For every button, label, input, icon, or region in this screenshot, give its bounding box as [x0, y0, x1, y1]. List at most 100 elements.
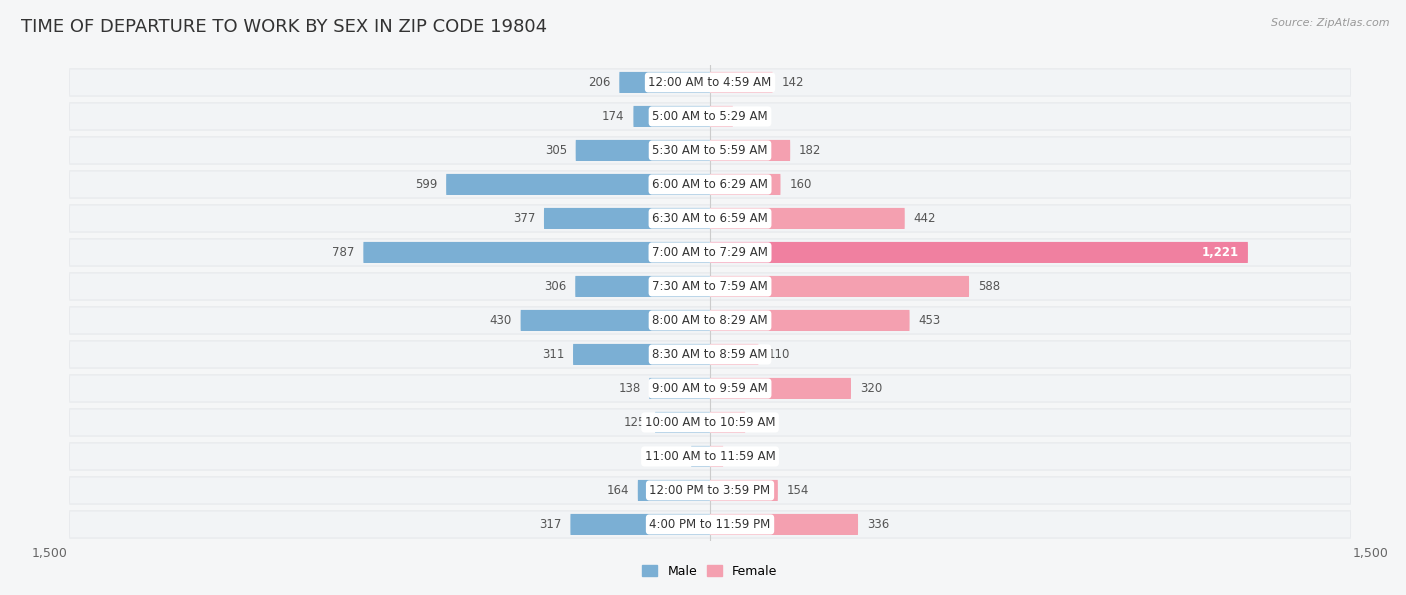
FancyBboxPatch shape	[69, 340, 1351, 369]
FancyBboxPatch shape	[638, 480, 710, 501]
FancyBboxPatch shape	[710, 242, 1249, 263]
Text: 4:00 PM to 11:59 PM: 4:00 PM to 11:59 PM	[650, 518, 770, 531]
Text: 154: 154	[787, 484, 808, 497]
FancyBboxPatch shape	[710, 208, 904, 229]
Text: 5:30 AM to 5:59 AM: 5:30 AM to 5:59 AM	[652, 144, 768, 157]
Legend: Male, Female: Male, Female	[637, 560, 783, 583]
Text: TIME OF DEPARTURE TO WORK BY SEX IN ZIP CODE 19804: TIME OF DEPARTURE TO WORK BY SEX IN ZIP …	[21, 18, 547, 36]
FancyBboxPatch shape	[692, 446, 710, 467]
FancyBboxPatch shape	[69, 306, 1351, 335]
Text: 311: 311	[541, 348, 564, 361]
Text: 7:30 AM to 7:59 AM: 7:30 AM to 7:59 AM	[652, 280, 768, 293]
Text: 10:00 AM to 10:59 AM: 10:00 AM to 10:59 AM	[645, 416, 775, 429]
FancyBboxPatch shape	[544, 208, 710, 229]
FancyBboxPatch shape	[574, 344, 710, 365]
Text: 110: 110	[768, 348, 790, 361]
Text: 442: 442	[914, 212, 936, 225]
Text: 317: 317	[538, 518, 561, 531]
Text: 320: 320	[860, 382, 882, 395]
FancyBboxPatch shape	[70, 70, 1350, 95]
FancyBboxPatch shape	[710, 174, 780, 195]
Text: 52: 52	[742, 110, 756, 123]
FancyBboxPatch shape	[70, 375, 1350, 402]
FancyBboxPatch shape	[575, 276, 710, 297]
Text: 11:00 AM to 11:59 AM: 11:00 AM to 11:59 AM	[645, 450, 775, 463]
Text: 787: 787	[332, 246, 354, 259]
Text: 138: 138	[619, 382, 640, 395]
Text: 12:00 PM to 3:59 PM: 12:00 PM to 3:59 PM	[650, 484, 770, 497]
FancyBboxPatch shape	[633, 106, 710, 127]
FancyBboxPatch shape	[655, 412, 710, 433]
FancyBboxPatch shape	[710, 514, 858, 535]
FancyBboxPatch shape	[710, 344, 758, 365]
Text: 164: 164	[606, 484, 628, 497]
FancyBboxPatch shape	[650, 378, 710, 399]
Text: 588: 588	[979, 280, 1000, 293]
FancyBboxPatch shape	[70, 205, 1350, 231]
FancyBboxPatch shape	[70, 308, 1350, 333]
Text: 12:00 AM to 4:59 AM: 12:00 AM to 4:59 AM	[648, 76, 772, 89]
FancyBboxPatch shape	[69, 510, 1351, 538]
Text: Source: ZipAtlas.com: Source: ZipAtlas.com	[1271, 18, 1389, 28]
FancyBboxPatch shape	[69, 102, 1351, 131]
FancyBboxPatch shape	[69, 272, 1351, 300]
FancyBboxPatch shape	[69, 204, 1351, 233]
FancyBboxPatch shape	[69, 374, 1351, 403]
FancyBboxPatch shape	[710, 310, 910, 331]
Text: 80: 80	[754, 416, 769, 429]
Text: 430: 430	[489, 314, 512, 327]
FancyBboxPatch shape	[710, 276, 969, 297]
FancyBboxPatch shape	[619, 72, 710, 93]
FancyBboxPatch shape	[70, 240, 1350, 265]
Text: 182: 182	[799, 144, 821, 157]
FancyBboxPatch shape	[69, 238, 1351, 267]
FancyBboxPatch shape	[710, 140, 790, 161]
Text: 7:00 AM to 7:29 AM: 7:00 AM to 7:29 AM	[652, 246, 768, 259]
Text: 30: 30	[733, 450, 747, 463]
Text: 1,221: 1,221	[1202, 246, 1239, 259]
FancyBboxPatch shape	[575, 140, 710, 161]
FancyBboxPatch shape	[70, 137, 1350, 164]
FancyBboxPatch shape	[70, 512, 1350, 537]
Text: 306: 306	[544, 280, 567, 293]
Text: 9:00 AM to 9:59 AM: 9:00 AM to 9:59 AM	[652, 382, 768, 395]
FancyBboxPatch shape	[710, 480, 778, 501]
FancyBboxPatch shape	[710, 378, 851, 399]
FancyBboxPatch shape	[70, 274, 1350, 299]
Text: 125: 125	[624, 416, 647, 429]
FancyBboxPatch shape	[710, 106, 733, 127]
Text: 174: 174	[602, 110, 624, 123]
FancyBboxPatch shape	[70, 342, 1350, 367]
FancyBboxPatch shape	[446, 174, 710, 195]
FancyBboxPatch shape	[69, 68, 1351, 97]
Text: 336: 336	[868, 518, 889, 531]
FancyBboxPatch shape	[70, 443, 1350, 469]
FancyBboxPatch shape	[70, 171, 1350, 198]
FancyBboxPatch shape	[571, 514, 710, 535]
FancyBboxPatch shape	[363, 242, 710, 263]
FancyBboxPatch shape	[70, 104, 1350, 129]
Text: 142: 142	[782, 76, 804, 89]
Text: 6:30 AM to 6:59 AM: 6:30 AM to 6:59 AM	[652, 212, 768, 225]
FancyBboxPatch shape	[710, 72, 772, 93]
Text: 453: 453	[918, 314, 941, 327]
FancyBboxPatch shape	[69, 136, 1351, 165]
Text: 599: 599	[415, 178, 437, 191]
Text: 206: 206	[588, 76, 610, 89]
Text: 305: 305	[544, 144, 567, 157]
Text: 160: 160	[789, 178, 811, 191]
FancyBboxPatch shape	[520, 310, 710, 331]
FancyBboxPatch shape	[70, 409, 1350, 436]
Text: 8:00 AM to 8:29 AM: 8:00 AM to 8:29 AM	[652, 314, 768, 327]
FancyBboxPatch shape	[710, 412, 745, 433]
Text: 8:30 AM to 8:59 AM: 8:30 AM to 8:59 AM	[652, 348, 768, 361]
Text: 43: 43	[668, 450, 682, 463]
FancyBboxPatch shape	[69, 476, 1351, 505]
Text: 377: 377	[513, 212, 536, 225]
Text: 5:00 AM to 5:29 AM: 5:00 AM to 5:29 AM	[652, 110, 768, 123]
FancyBboxPatch shape	[69, 442, 1351, 471]
FancyBboxPatch shape	[70, 478, 1350, 503]
FancyBboxPatch shape	[710, 446, 723, 467]
FancyBboxPatch shape	[69, 170, 1351, 199]
Text: 6:00 AM to 6:29 AM: 6:00 AM to 6:29 AM	[652, 178, 768, 191]
